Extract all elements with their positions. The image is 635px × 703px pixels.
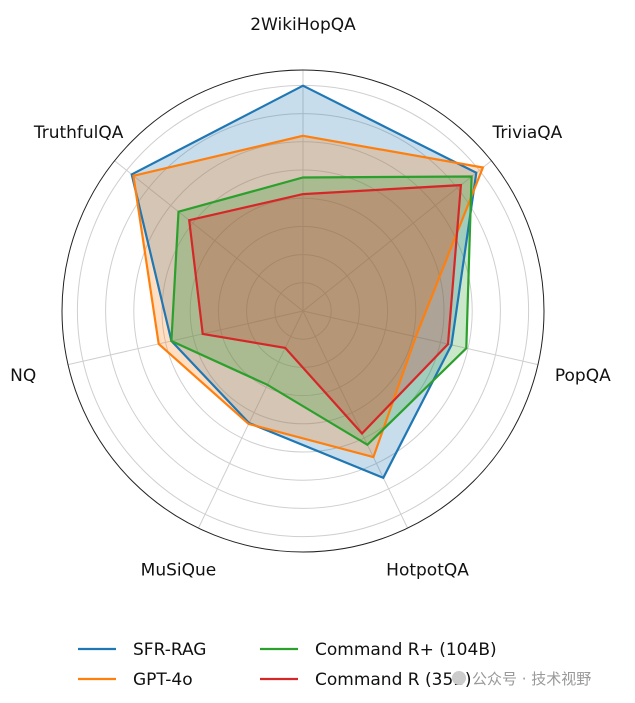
series-line-3 bbox=[187, 183, 463, 436]
legend-label: Command R (35B) bbox=[315, 670, 472, 690]
legend-label: Command R+ (104B) bbox=[315, 640, 497, 660]
grid-spoke bbox=[67, 310, 304, 366]
series-fill-0 bbox=[131, 85, 477, 478]
watermark-icon bbox=[452, 671, 466, 685]
series-fill-3 bbox=[189, 185, 461, 434]
axis-label-musique: MuSiQue bbox=[141, 561, 217, 581]
grid-spoke bbox=[302, 310, 539, 366]
axis-label-truthfulqa: TruthfulQA bbox=[33, 123, 124, 143]
watermark: 公众号 · 技术视野 bbox=[452, 670, 591, 688]
axis-label-nq: NQ bbox=[10, 366, 36, 386]
axis-label-hotpotqa: HotpotQA bbox=[386, 561, 469, 581]
axis-label-triviaqa: TriviaQA bbox=[491, 123, 562, 143]
legend: SFR-RAG GPT-4o Command R+ (104B) Command R … bbox=[78, 640, 497, 690]
series-fill-2 bbox=[171, 176, 472, 445]
axis-label-2wikihopqa: 2WikiHopQA bbox=[250, 15, 356, 35]
legend-label: SFR-RAG bbox=[133, 640, 206, 660]
grid-spoke bbox=[302, 310, 409, 529]
grid-spoke bbox=[114, 160, 304, 312]
series-layer bbox=[130, 84, 485, 480]
axis-labels: 2WikiHopQA TriviaQA PopQA HotpotQA MuSiQue NQ… bbox=[10, 15, 611, 581]
series-line-2 bbox=[170, 175, 473, 447]
watermark-text: 公众号 · 技术视野 bbox=[472, 670, 591, 688]
series-fill-1 bbox=[133, 135, 483, 458]
outer-ring bbox=[61, 69, 545, 553]
legend-label: GPT-4o bbox=[133, 670, 193, 690]
axis-label-popqa: PopQA bbox=[555, 366, 611, 386]
